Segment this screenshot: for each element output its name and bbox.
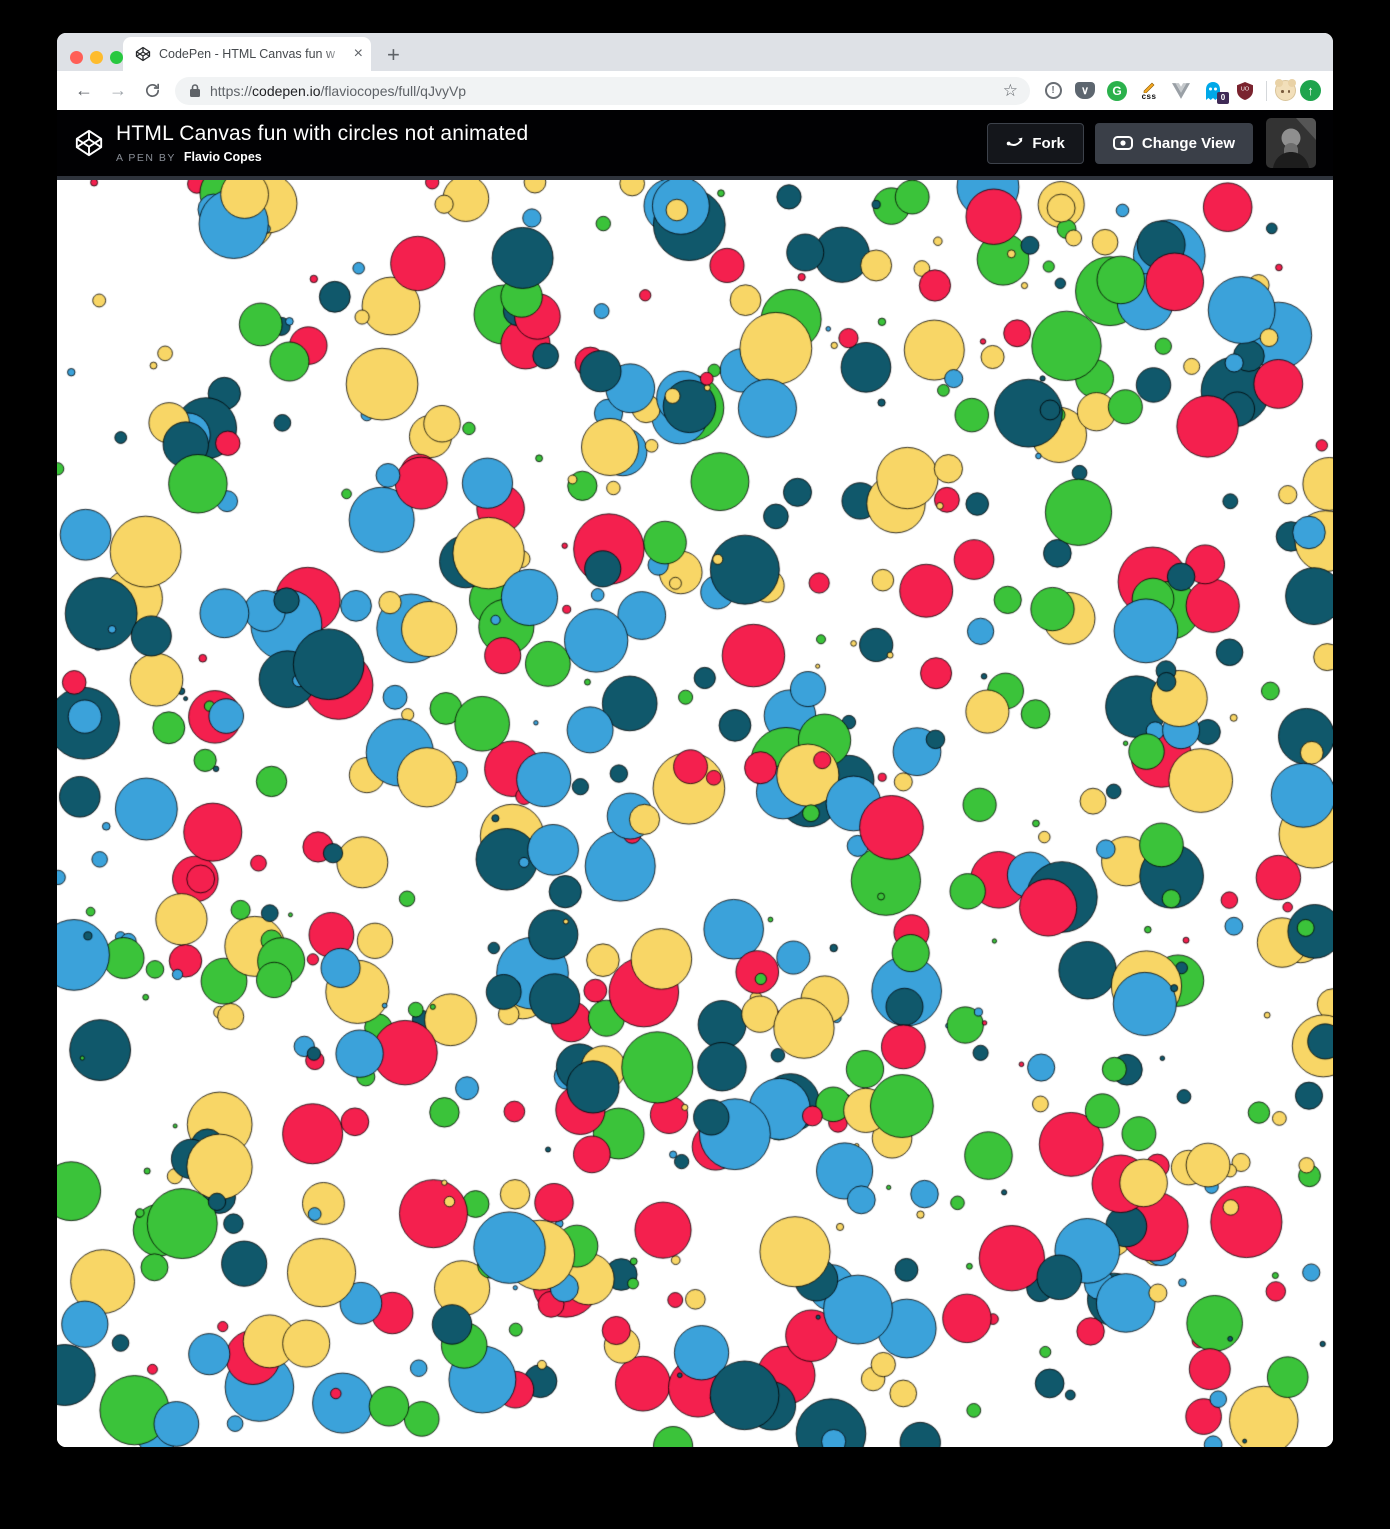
header-divider: [57, 176, 1333, 180]
browser-update-icon[interactable]: ↑: [1300, 80, 1321, 101]
ghostery-extension-icon[interactable]: 0: [1202, 79, 1229, 104]
onepassword-extension-icon[interactable]: !: [1042, 79, 1064, 103]
browser-window: CodePen - HTML Canvas fun w × + ← →: [57, 33, 1333, 1447]
ublock-origin-extension-icon[interactable]: UO: [1234, 79, 1256, 103]
canvas-area: [57, 180, 1333, 1447]
chrome-profile-avatar[interactable]: [1275, 79, 1296, 101]
tab-close-icon[interactable]: ×: [353, 45, 363, 62]
url-text: https://codepen.io/flaviocopes/full/qJvy…: [210, 83, 466, 99]
pen-author[interactable]: Flavio Copes: [183, 150, 262, 164]
pen-titles: HTML Canvas fun with circles not animate…: [116, 122, 987, 164]
url-domain: codepen.io: [252, 82, 321, 99]
byline-prefix: A PEN BY: [116, 152, 176, 164]
pen-byline: A PEN BY Flavio Copes: [116, 150, 987, 164]
avatar-eye: [1287, 90, 1290, 93]
circles-canvas: [57, 180, 1333, 1447]
css-label: css: [1141, 91, 1157, 101]
grammarly-extension-icon[interactable]: G: [1106, 79, 1128, 103]
new-tab-button[interactable]: +: [387, 42, 400, 67]
traffic-lights: [70, 51, 123, 64]
toolbar-separator: [1266, 80, 1267, 101]
browser-toolbar: ← → https://codepen.io/flaviocopes/full/…: [57, 71, 1333, 110]
avatar-ear: [1275, 79, 1283, 87]
forward-icon[interactable]: →: [109, 80, 127, 100]
tab-strip: CodePen - HTML Canvas fun w × +: [57, 33, 1333, 71]
pen-header: HTML Canvas fun with circles not animate…: [57, 110, 1333, 176]
pencil-icon: [1143, 82, 1155, 93]
shield-icon: UO: [1237, 81, 1253, 100]
codepen-logo-icon[interactable]: [74, 128, 104, 158]
fork-icon: [1007, 137, 1023, 146]
codepen-favicon-icon: [135, 46, 151, 62]
avatar-ear: [1288, 79, 1296, 87]
ghost-icon: [1206, 81, 1220, 100]
view-eye-icon: [1112, 136, 1133, 150]
url-path: /flaviocopes/full/qJvyVp: [320, 82, 467, 99]
onepassword-glyph: !: [1051, 85, 1055, 96]
pen-title: HTML Canvas fun with circles not animate…: [116, 122, 529, 145]
close-window-button[interactable]: [70, 51, 83, 64]
vue-devtools-extension-icon[interactable]: [1170, 79, 1192, 103]
back-icon[interactable]: ←: [75, 80, 93, 100]
svg-text:UO: UO: [1241, 86, 1250, 92]
url-scheme: https://: [210, 82, 253, 99]
author-avatar[interactable]: [1266, 118, 1316, 168]
fork-label: Fork: [1032, 134, 1065, 152]
extensions-area: ! ∨ G css: [1042, 79, 1256, 104]
tab-title: CodePen - HTML Canvas fun w: [159, 46, 346, 62]
reload-icon[interactable]: [139, 78, 165, 104]
change-view-button[interactable]: Change View: [1094, 122, 1253, 164]
avatar-eye: [1281, 90, 1284, 93]
css-editor-extension-icon[interactable]: css: [1138, 79, 1160, 103]
pocket-chevron-glyph: ∨: [1080, 84, 1090, 97]
change-view-label: Change View: [1141, 134, 1235, 152]
ghostery-badge: 0: [1217, 91, 1229, 104]
minimize-window-button[interactable]: [90, 51, 103, 64]
grammarly-glyph: G: [1112, 83, 1122, 98]
zoom-window-button[interactable]: [110, 51, 123, 64]
browser-tab[interactable]: CodePen - HTML Canvas fun w ×: [123, 37, 371, 71]
address-bar[interactable]: https://codepen.io/flaviocopes/full/qJvy…: [175, 76, 1030, 105]
bookmark-star-icon[interactable]: ☆: [1002, 80, 1018, 100]
fork-button[interactable]: Fork: [987, 122, 1084, 164]
lock-icon: [189, 83, 201, 98]
pocket-extension-icon[interactable]: ∨: [1074, 79, 1096, 103]
